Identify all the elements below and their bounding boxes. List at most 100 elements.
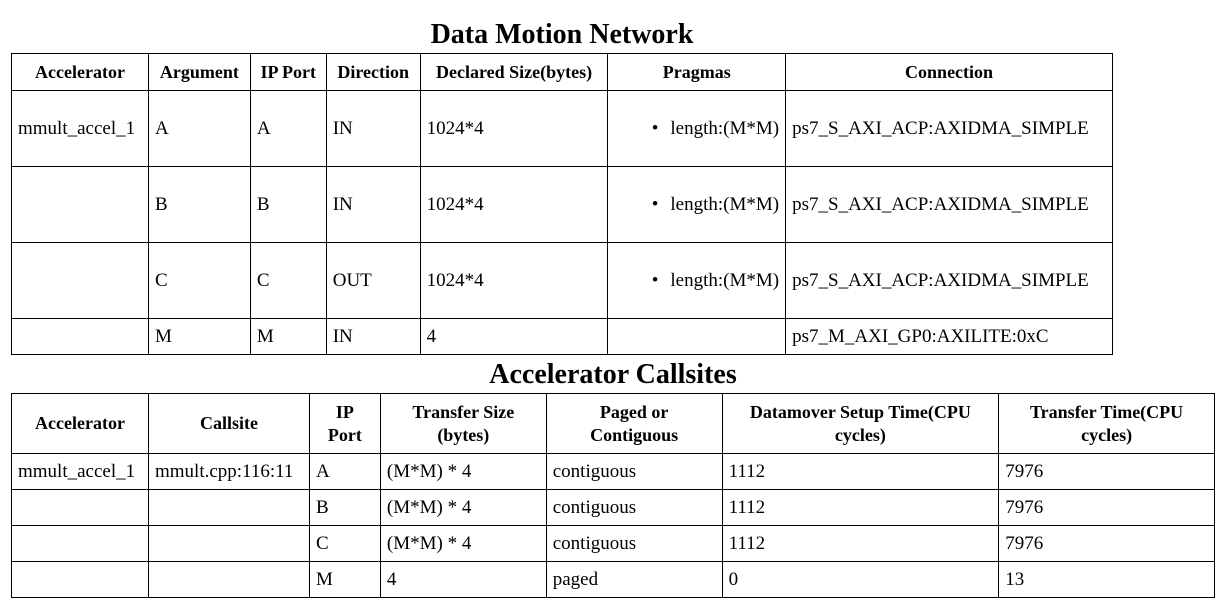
column-header-pragmas: Pragmas	[607, 53, 787, 91]
cell-pragmas: • length:(M*M)	[607, 90, 787, 167]
column-header-accelerator: Accelerator	[11, 393, 149, 454]
cell-transfer-time: 7976	[998, 453, 1215, 490]
cell-connection: ps7_M_AXI_GP0:AXILITE:0xC	[785, 318, 1113, 355]
cell-ip-port: B	[308, 489, 381, 526]
cell-ip-port: C	[249, 242, 327, 319]
data-motion-network-table: Accelerator Argument IP Port Direction D…	[11, 53, 1113, 355]
cell-pragmas	[607, 318, 787, 355]
cell-accelerator: mmult_accel_1	[11, 90, 149, 167]
cell-transfer-time: 7976	[998, 489, 1215, 526]
header-line: IP	[335, 401, 354, 422]
cell-accelerator	[11, 242, 149, 319]
bullet-icon: •	[651, 117, 659, 139]
pragma-text: length:(M*M)	[670, 269, 780, 291]
cell-ip-port: B	[249, 166, 327, 243]
cell-pragmas: • length:(M*M)	[607, 242, 787, 319]
cell-accelerator	[11, 561, 149, 598]
column-header-declared-size: Declared Size(bytes)	[419, 53, 609, 91]
column-header-paged-or-contiguous: Paged or Contiguous	[545, 393, 723, 454]
cell-argument: M	[147, 318, 251, 355]
cell-datamover-setup-time: 0	[721, 561, 1000, 598]
column-header-connection: Connection	[785, 53, 1113, 91]
cell-datamover-setup-time: 1112	[721, 525, 1000, 562]
table-row: C (M*M) * 4 contiguous 1112 7976	[11, 525, 1215, 562]
column-header-accelerator: Accelerator	[11, 53, 149, 91]
cell-paged-or-contiguous: contiguous	[545, 525, 723, 562]
cell-argument: A	[147, 90, 251, 167]
header-line: Transfer Time(CPU	[1030, 401, 1184, 422]
cell-declared-size: 1024*4	[419, 242, 609, 319]
cell-transfer-size: (M*M) * 4	[379, 489, 547, 526]
cell-transfer-time: 7976	[998, 525, 1215, 562]
table-row: B B IN 1024*4 • length:(M*M) ps7_S_AXI_AC…	[11, 166, 1113, 243]
column-header-ip-port: IP Port	[249, 53, 327, 91]
cell-transfer-size: (M*M) * 4	[379, 453, 547, 490]
cell-transfer-size: 4	[379, 561, 547, 598]
column-header-datamover-setup-time: Datamover Setup Time(CPU cycles)	[721, 393, 1000, 454]
cell-declared-size: 1024*4	[419, 166, 609, 243]
column-header-argument: Argument	[147, 53, 251, 91]
bullet-icon: •	[651, 193, 659, 215]
cell-direction: IN	[325, 90, 421, 167]
cell-datamover-setup-time: 1112	[721, 453, 1000, 490]
header-line: cycles)	[834, 424, 886, 445]
column-header-callsite: Callsite	[147, 393, 310, 454]
cell-ip-port: A	[249, 90, 327, 167]
cell-callsite	[147, 489, 310, 526]
accelerator-callsites-title: Accelerator Callsites	[489, 359, 737, 390]
column-header-direction: Direction	[325, 53, 421, 91]
cell-direction: IN	[325, 318, 421, 355]
header-line: Transfer Size	[412, 401, 515, 422]
cell-pragmas: • length:(M*M)	[607, 166, 787, 243]
column-header-transfer-size: Transfer Size (bytes)	[379, 393, 547, 454]
table-row: M 4 paged 0 13	[11, 561, 1215, 598]
cell-ip-port: M	[249, 318, 327, 355]
cell-accelerator	[11, 525, 149, 562]
pragma-text: length:(M*M)	[670, 193, 780, 215]
table-row: mmult_accel_1 mmult.cpp:116:11 A (M*M) *…	[11, 453, 1215, 490]
header-line: Port	[327, 424, 362, 445]
data-motion-network-title: Data Motion Network	[430, 19, 694, 50]
cell-direction: IN	[325, 166, 421, 243]
cell-argument: C	[147, 242, 251, 319]
cell-transfer-time: 13	[998, 561, 1215, 598]
pragma-text: length:(M*M)	[670, 117, 780, 139]
cell-ip-port: M	[308, 561, 381, 598]
cell-argument: B	[147, 166, 251, 243]
table-row: M M IN 4 ps7_M_AXI_GP0:AXILITE:0xC	[11, 318, 1113, 355]
cell-accelerator	[11, 489, 149, 526]
cell-paged-or-contiguous: contiguous	[545, 453, 723, 490]
header-line: (bytes)	[437, 424, 490, 445]
cell-accelerator	[11, 166, 149, 243]
cell-paged-or-contiguous: paged	[545, 561, 723, 598]
header-line: Paged or	[599, 401, 669, 422]
header-line: Contiguous	[590, 424, 679, 445]
cell-datamover-setup-time: 1112	[721, 489, 1000, 526]
column-header-transfer-time: Transfer Time(CPU cycles)	[998, 393, 1215, 454]
cell-ip-port: A	[308, 453, 381, 490]
table-header-row: Accelerator Callsite IP Port Transfer Siz…	[11, 393, 1215, 454]
cell-connection: ps7_S_AXI_ACP:AXIDMA_SIMPLE	[785, 90, 1113, 167]
header-line: cycles)	[1081, 424, 1133, 445]
cell-ip-port: C	[308, 525, 381, 562]
cell-direction: OUT	[325, 242, 421, 319]
header-line: Datamover Setup Time(CPU	[749, 401, 971, 422]
bullet-icon: •	[651, 269, 659, 291]
cell-callsite	[147, 561, 310, 598]
cell-connection: ps7_S_AXI_ACP:AXIDMA_SIMPLE	[785, 242, 1113, 319]
cell-connection: ps7_S_AXI_ACP:AXIDMA_SIMPLE	[785, 166, 1113, 243]
cell-callsite	[147, 525, 310, 562]
cell-declared-size: 4	[419, 318, 609, 355]
cell-accelerator	[11, 318, 149, 355]
cell-declared-size: 1024*4	[419, 90, 609, 167]
column-header-ip-port: IP Port	[308, 393, 381, 454]
cell-transfer-size: (M*M) * 4	[379, 525, 547, 562]
cell-paged-or-contiguous: contiguous	[545, 489, 723, 526]
table-row: mmult_accel_1 A A IN 1024*4 • length:(M*M…	[11, 90, 1113, 167]
table-row: C C OUT 1024*4 • length:(M*M) ps7_S_AXI_A…	[11, 242, 1113, 319]
accelerator-callsites-table: Accelerator Callsite IP Port Transfer Siz…	[11, 393, 1215, 598]
cell-callsite: mmult.cpp:116:11	[147, 453, 310, 490]
table-row: B (M*M) * 4 contiguous 1112 7976	[11, 489, 1215, 526]
table-header-row: Accelerator Argument IP Port Direction D…	[11, 53, 1113, 91]
cell-accelerator: mmult_accel_1	[11, 453, 149, 490]
